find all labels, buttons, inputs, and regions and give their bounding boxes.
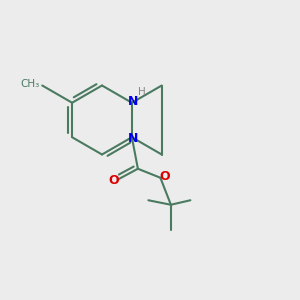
Text: CH₃: CH₃ (21, 79, 40, 89)
Text: N: N (128, 95, 139, 108)
Text: O: O (160, 170, 170, 183)
Text: O: O (108, 174, 119, 187)
Text: H: H (138, 87, 146, 97)
Text: N: N (128, 132, 139, 145)
